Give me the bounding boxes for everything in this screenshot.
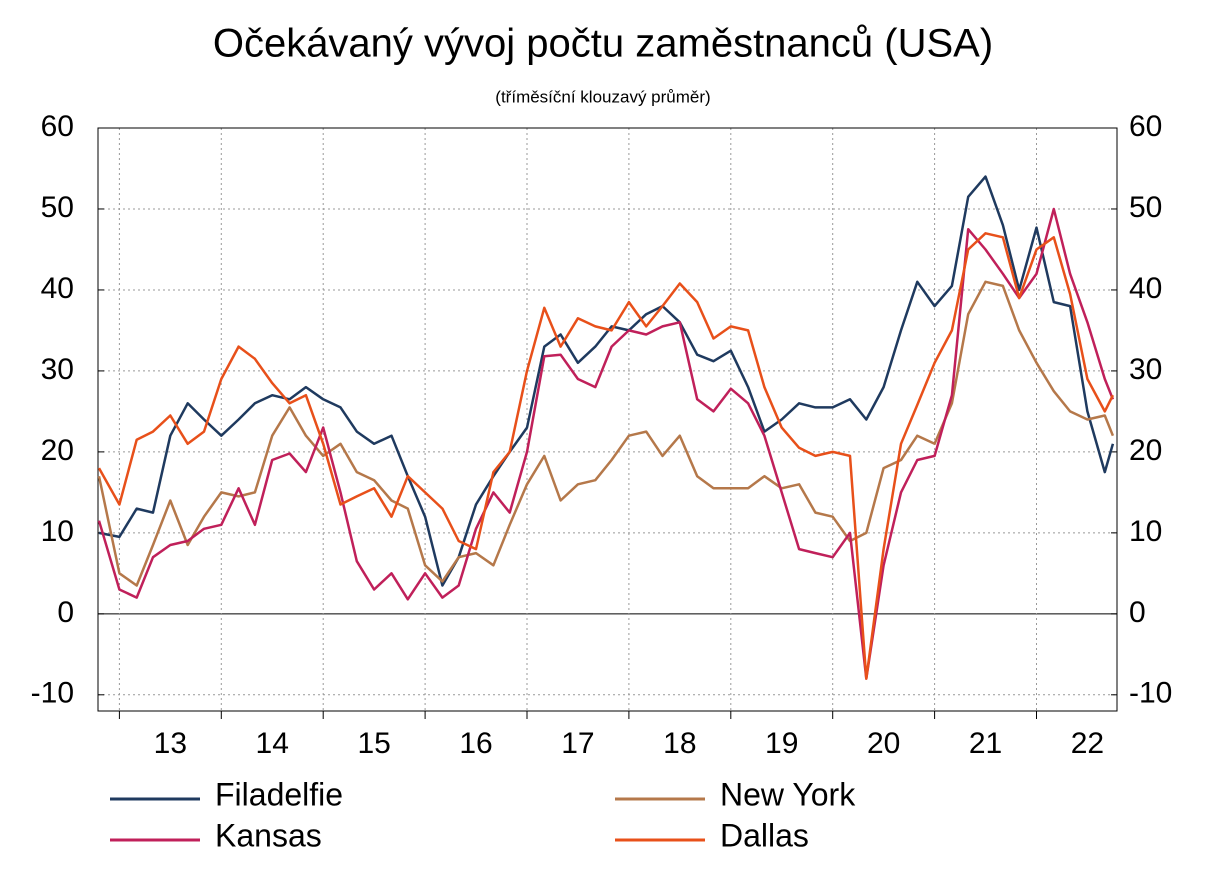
x-tick-label: 17 [561,727,594,760]
y2-tick-label: 50 [1129,191,1162,224]
series-line [97,207,1115,680]
chart-subtitle: (tříměsíční klouzavý průměr) [495,87,710,106]
series-line [97,280,1115,587]
legend-label: Filadelfie [215,776,343,812]
y2-tick-label: 30 [1129,353,1162,386]
x-tick-label: 15 [357,727,390,760]
legend-label: Kansas [215,817,322,853]
legend-label: Dallas [720,817,809,853]
y-tick-label: 50 [41,191,74,224]
y-tick-label: 60 [41,110,74,143]
x-tick-label: 21 [969,727,1002,760]
y2-tick-label: 20 [1129,434,1162,467]
x-tick-label: 18 [663,727,696,760]
y-tick-label: 30 [41,353,74,386]
y-tick-label: 40 [41,272,74,305]
x-tick-label: 20 [867,727,900,760]
y2-tick-label: 0 [1129,596,1146,629]
x-tick-label: 16 [459,727,492,760]
x-tick-label: 14 [256,727,289,760]
y-tick-label: 20 [41,434,74,467]
x-tick-label: 13 [154,727,187,760]
plot-frame [97,127,1118,712]
y2-tick-label: 40 [1129,272,1162,305]
y-tick-label: -10 [31,677,74,710]
x-tick-label: 22 [1071,727,1104,760]
y-tick-label: 0 [57,596,74,629]
y2-tick-label: 60 [1129,110,1162,143]
y2-tick-label: -10 [1129,677,1172,710]
chart-title: Očekávaný vývoj počtu zaměstnanců (USA) [213,22,993,66]
legend-label: New York [720,776,856,812]
x-tick-label: 19 [765,727,798,760]
y-tick-label: 10 [41,515,74,548]
series-line [97,232,1115,680]
series-line [98,175,1115,587]
y2-tick-label: 10 [1129,515,1162,548]
